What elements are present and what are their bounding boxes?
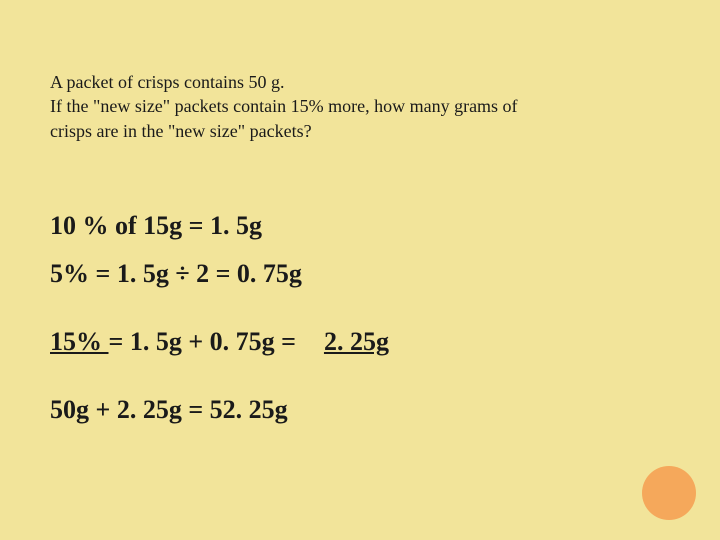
working-line-3-answer: 2. 25g — [324, 327, 389, 356]
question-line-2: If the "new size" packets contain 15% mo… — [50, 94, 670, 118]
question-line-3: crisps are in the "new size" packets? — [50, 119, 670, 143]
decorative-circle-icon — [642, 466, 696, 520]
working-line-2: 5% = 1. 5g ÷ 2 = 0. 75g — [50, 259, 670, 289]
working-line-3-rest: = 1. 5g + 0. 75g = — [109, 327, 296, 356]
working-line-3-prefix: 15% — [50, 327, 109, 356]
question-line-1: A packet of crisps contains 50 g. — [50, 70, 670, 94]
question-block: A packet of crisps contains 50 g. If the… — [50, 70, 670, 143]
working-line-3: 15% = 1. 5g + 0. 75g = 2. 25g — [50, 327, 670, 357]
working-line-4: 50g + 2. 25g = 52. 25g — [50, 395, 670, 425]
slide: A packet of crisps contains 50 g. If the… — [0, 0, 720, 540]
working-line-1: 10 % of 15g = 1. 5g — [50, 211, 670, 241]
working-block: 10 % of 15g = 1. 5g 5% = 1. 5g ÷ 2 = 0. … — [50, 211, 670, 425]
